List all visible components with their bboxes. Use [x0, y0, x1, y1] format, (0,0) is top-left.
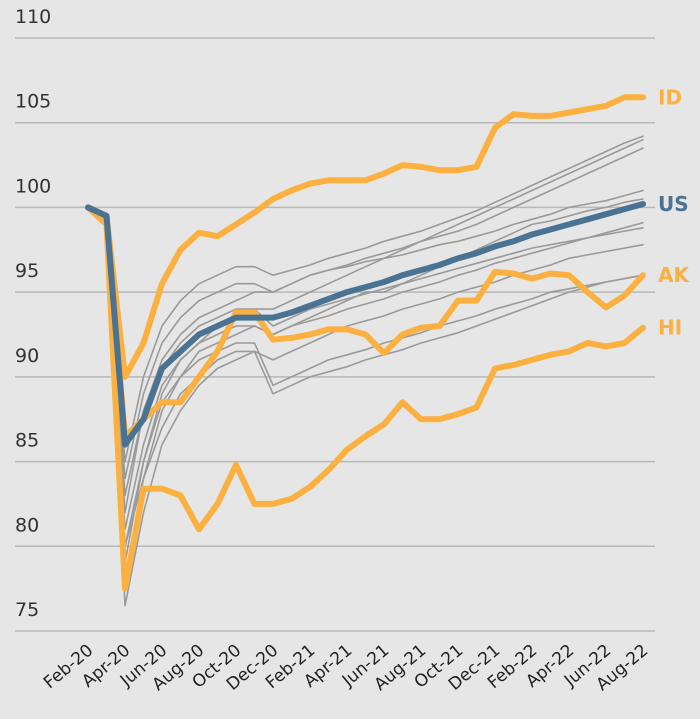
series-label: ID [658, 85, 682, 109]
series-line [85, 94, 646, 380]
series-line [87, 138, 644, 548]
series-line [85, 204, 646, 440]
y-tick-label: 90 [15, 345, 39, 367]
series-line [87, 147, 644, 514]
series-label: HI [658, 316, 682, 340]
y-tick-label: 85 [15, 430, 39, 452]
series-line [87, 135, 644, 463]
series-line [87, 206, 644, 531]
y-tick-label: 95 [15, 260, 39, 282]
series-line [87, 206, 644, 548]
y-tick-label: 100 [15, 175, 51, 197]
y-tick-label: 105 [15, 91, 51, 113]
series-line [87, 206, 644, 607]
y-tick-label: 75 [15, 599, 39, 621]
series-label: US [658, 192, 689, 216]
series-line [85, 204, 646, 592]
series-label: AK [658, 263, 690, 287]
series-line [87, 206, 644, 497]
y-tick-label: 110 [15, 6, 51, 28]
series-line [87, 206, 644, 564]
series-line [87, 189, 644, 480]
y-tick-label: 80 [15, 514, 39, 536]
series-line [85, 201, 646, 448]
